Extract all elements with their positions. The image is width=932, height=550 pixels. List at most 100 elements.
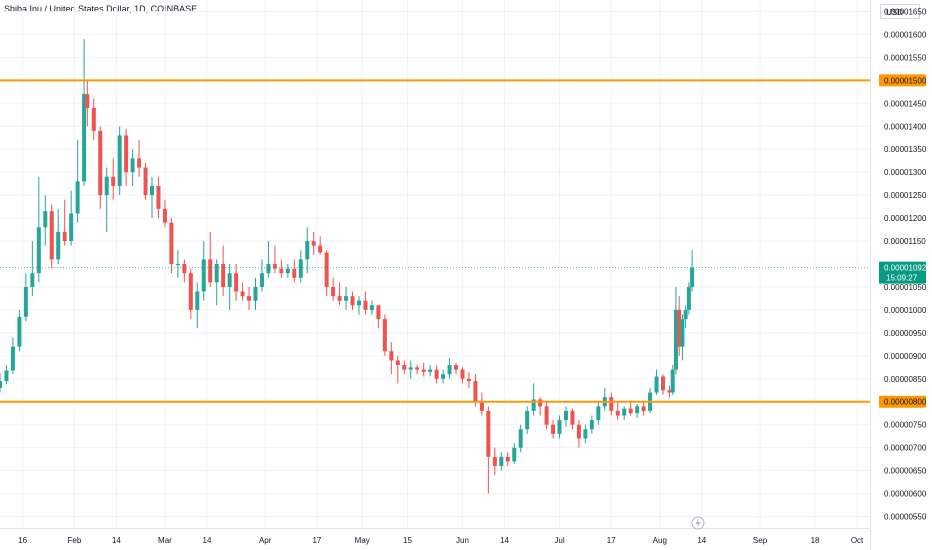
candle-body: [98, 130, 103, 196]
x-tick-label: 16: [18, 536, 27, 545]
candle-body: [91, 107, 96, 131]
candle-body: [356, 300, 361, 306]
candle-body: [382, 319, 387, 352]
candle-body: [227, 273, 232, 287]
level-price-tag: [879, 395, 926, 408]
candle-body: [36, 227, 41, 274]
candle-body: [240, 291, 245, 297]
candle-body: [683, 309, 688, 320]
candle-body: [421, 369, 426, 372]
candle-body: [292, 268, 297, 278]
y-tick-label: 0.00001400: [884, 122, 927, 131]
x-tick-label: Oct: [851, 536, 864, 545]
candle-body: [395, 360, 400, 366]
x-tick-label: 15: [403, 536, 412, 545]
y-tick-label: 0.00000900: [884, 352, 927, 361]
candle-body: [686, 286, 691, 310]
x-tick-label: 17: [607, 536, 616, 545]
candle-body: [337, 296, 342, 301]
candle-body: [402, 365, 407, 370]
candle-body: [188, 273, 193, 310]
candle-body: [673, 309, 678, 370]
candle-body: [434, 369, 439, 379]
chart-title: Shiba Inu / United States Dollar, 1D, CO…: [4, 4, 198, 14]
candle-body: [85, 94, 90, 108]
candle-body: [654, 376, 659, 393]
x-tick-label: Apr: [259, 536, 272, 545]
candle-body: [30, 273, 35, 287]
y-tick-label: 0.00000750: [884, 421, 927, 430]
candle-body: [143, 167, 148, 196]
candle-body: [285, 268, 290, 274]
candle-body: [690, 267, 695, 287]
candle-body: [447, 365, 452, 375]
candle-body: [596, 406, 601, 421]
last-price-label: 0.00001092: [884, 264, 927, 273]
y-tick-label: 0.00001250: [884, 191, 927, 200]
y-tick-label: 0.00001150: [884, 237, 926, 246]
candle-body: [253, 286, 258, 301]
candle-body: [344, 296, 349, 301]
y-tick-label: 0.00001000: [884, 306, 927, 315]
candle-body: [583, 429, 588, 439]
candle-body: [680, 319, 685, 347]
candle-body: [137, 158, 142, 168]
candle-body: [195, 291, 200, 310]
candle-body: [117, 135, 122, 186]
candle-body: [441, 374, 446, 379]
candle-body: [311, 241, 316, 246]
level-price-label: 0.00000800: [884, 398, 927, 407]
candle-body: [17, 316, 22, 347]
candle-body: [279, 268, 284, 274]
x-tick-label: 14: [697, 536, 706, 545]
candle-body: [635, 406, 640, 414]
candle-body: [56, 231, 61, 260]
x-tick-label: 17: [312, 536, 321, 545]
candle-body: [544, 406, 549, 425]
candle-body: [363, 300, 368, 310]
candle-body: [473, 381, 478, 402]
candle-body: [479, 401, 484, 411]
currency-selector[interactable]: USD: [880, 4, 920, 19]
candle-body: [75, 181, 80, 214]
candle-body: [570, 410, 575, 425]
candle-body: [557, 420, 562, 434]
candle-body: [49, 211, 54, 260]
candle-body: [124, 135, 129, 173]
candle-body: [376, 305, 381, 320]
candle-body: [350, 296, 355, 306]
candle-body: [622, 408, 627, 416]
candle-body: [609, 397, 614, 411]
y-tick-label: 0.00000850: [884, 375, 927, 384]
candle-body: [234, 273, 239, 292]
candle-body: [454, 365, 459, 370]
candle-body: [576, 424, 581, 439]
candle-body: [305, 241, 310, 260]
candle-body: [615, 410, 620, 416]
y-tick-label: 0.00001550: [884, 53, 927, 62]
candle-body: [259, 273, 264, 287]
candle-body: [531, 399, 536, 411]
level-price-label: 0.00001500: [884, 76, 927, 85]
x-tick-label: 18: [811, 536, 820, 545]
candle-body: [62, 231, 67, 242]
candle-body: [641, 406, 646, 411]
candle-body: [505, 456, 510, 462]
candle-body: [428, 369, 433, 372]
candle-body: [298, 259, 303, 278]
candle-body: [486, 410, 491, 457]
x-tick-label: 14: [500, 536, 509, 545]
y-tick-label: 0.00001650: [884, 7, 927, 16]
candle-body: [208, 259, 213, 283]
candle-body: [518, 429, 523, 448]
candle-body: [324, 252, 329, 287]
candle-body: [408, 367, 413, 370]
candle-body: [466, 378, 471, 382]
candle-body: [23, 286, 28, 317]
x-tick-label: Jun: [456, 536, 469, 545]
candle-body: [460, 369, 465, 379]
candle-body: [331, 286, 336, 297]
y-tick-label: 0.00001600: [884, 30, 927, 39]
